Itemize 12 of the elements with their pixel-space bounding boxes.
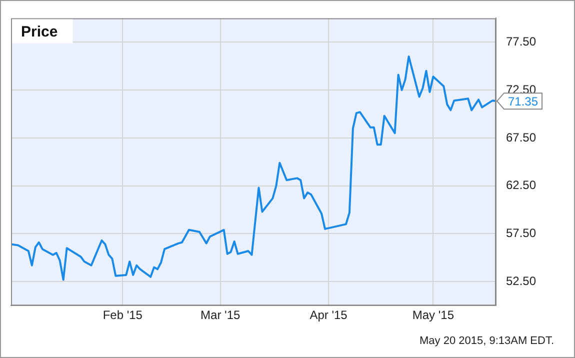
y-tick-label: 67.50: [506, 130, 536, 144]
y-tick-label: 77.50: [506, 34, 536, 48]
data-label: 71.35: [508, 94, 538, 108]
x-tick-label: Mar '15: [200, 308, 240, 322]
y-tick-label: 57.50: [506, 226, 536, 240]
y-tick-label: 62.50: [506, 178, 536, 192]
x-tick-label: Apr '15: [310, 308, 348, 322]
text: May 20 2015, 9:13AM EDT.: [419, 335, 554, 347]
x-tick-label: Feb '15: [102, 308, 143, 322]
y-tick-label: 52.50: [506, 274, 536, 288]
x-tick-label: May '15: [412, 308, 454, 322]
chart-title: Price: [21, 23, 58, 40]
